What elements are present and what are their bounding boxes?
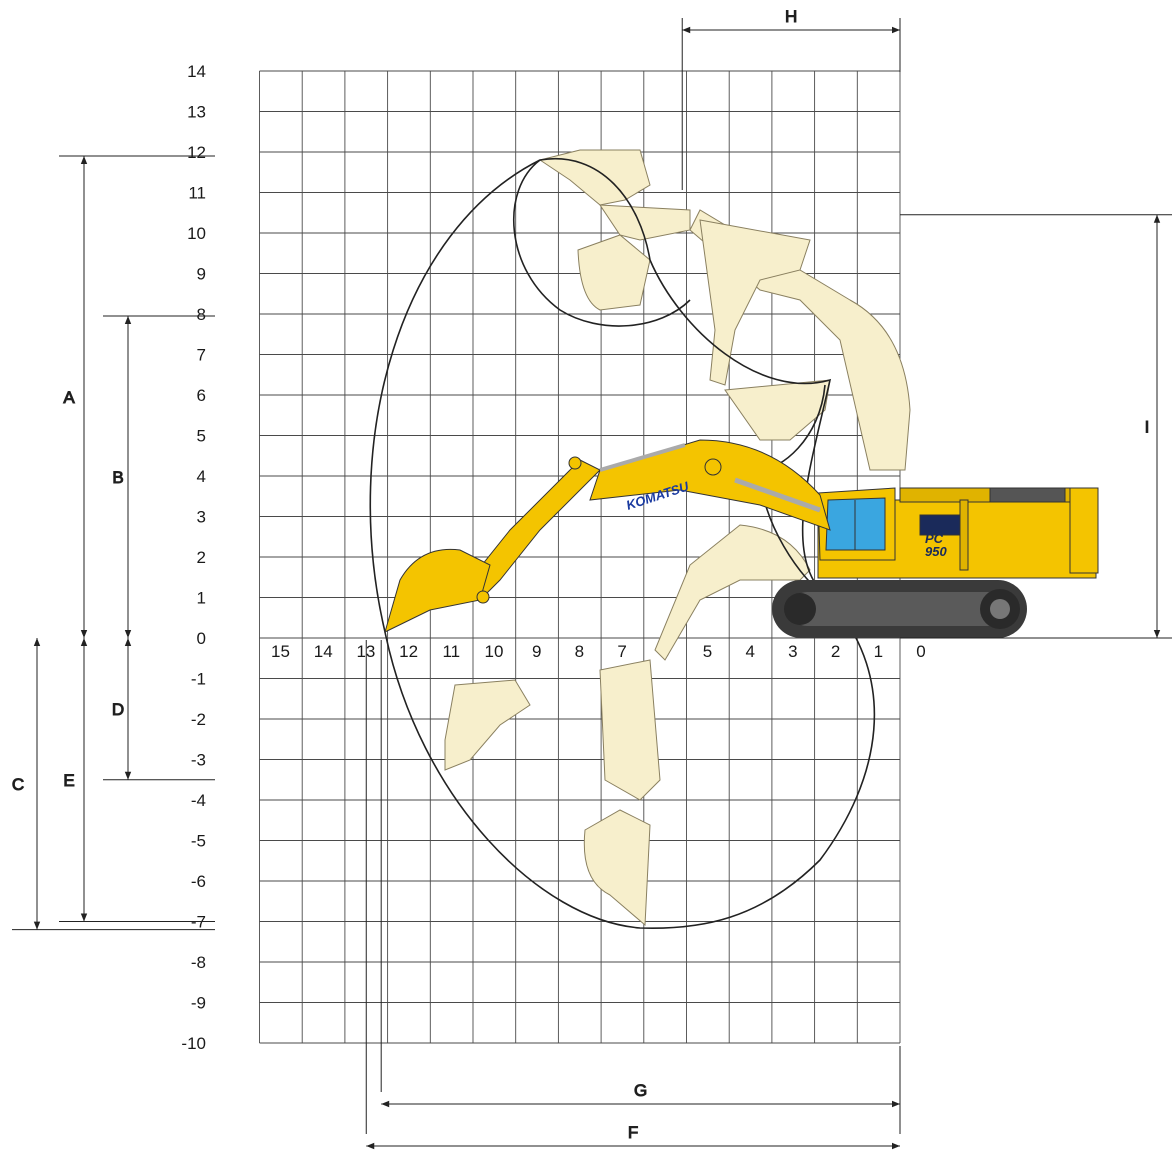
y-tick-label: 9 bbox=[197, 265, 206, 284]
x-tick-label: 2 bbox=[831, 642, 840, 661]
dimension-label-A: A bbox=[63, 388, 75, 407]
dimension-label-F: F bbox=[628, 1123, 638, 1142]
operator-cab bbox=[817, 487, 896, 561]
y-tick-label: -10 bbox=[181, 1034, 206, 1053]
ghost-bucket-mid bbox=[724, 379, 831, 441]
y-tick-label: 2 bbox=[197, 548, 206, 567]
y-tick-label: 7 bbox=[197, 346, 206, 365]
x-axis-labels: 1514131211109876543210 bbox=[271, 642, 926, 661]
y-tick-label: 5 bbox=[197, 427, 206, 446]
dimension-label-D: D bbox=[112, 700, 124, 719]
x-tick-label: 8 bbox=[575, 642, 584, 661]
y-tick-label: 0 bbox=[197, 629, 206, 648]
dimension-label-I: I bbox=[1145, 417, 1150, 436]
y-tick-label: -5 bbox=[191, 832, 206, 851]
y-tick-label: 8 bbox=[197, 305, 206, 324]
y-tick-label: 14 bbox=[187, 62, 206, 81]
dimension-label-E: E bbox=[63, 771, 74, 790]
y-tick-label: -6 bbox=[191, 872, 206, 891]
grid bbox=[259, 70, 901, 1044]
crawler-track bbox=[772, 580, 1027, 638]
y-tick-label: 3 bbox=[197, 508, 206, 527]
y-tick-label: 1 bbox=[197, 589, 206, 608]
y-tick-label: 11 bbox=[188, 184, 206, 203]
ghost-arm-raised bbox=[699, 219, 811, 386]
main-arm bbox=[469, 459, 601, 601]
ghost-positions bbox=[444, 149, 911, 927]
dimension-label-B: B bbox=[112, 468, 123, 487]
y-tick-label: -2 bbox=[191, 710, 206, 729]
y-tick-label: 4 bbox=[197, 467, 206, 486]
y-tick-label: 12 bbox=[187, 143, 206, 162]
y-tick-label: 6 bbox=[197, 386, 206, 405]
y-tick-label: -9 bbox=[191, 994, 206, 1013]
ghost-bucket-low bbox=[583, 809, 651, 927]
x-tick-label: 4 bbox=[745, 642, 754, 661]
x-tick-label: 5 bbox=[703, 642, 712, 661]
envelope-top-loop bbox=[513, 159, 691, 327]
x-tick-label: 12 bbox=[399, 642, 418, 661]
excavator: KOMATSU PC 950 bbox=[384, 439, 1099, 638]
ghost-bucket-top-arm bbox=[599, 204, 691, 241]
x-tick-label: 0 bbox=[916, 642, 925, 661]
x-tick-label: 14 bbox=[314, 642, 333, 661]
y-tick-label: 13 bbox=[187, 103, 206, 122]
dimension-label-C: C bbox=[12, 775, 24, 794]
x-tick-label: 9 bbox=[532, 642, 541, 661]
y-tick-label: -1 bbox=[191, 670, 206, 689]
y-tick-label: -4 bbox=[191, 791, 206, 810]
ghost-bucket-reach bbox=[444, 679, 531, 771]
x-tick-label: 3 bbox=[788, 642, 797, 661]
x-tick-label: 11 bbox=[442, 642, 460, 661]
ghost-boom-low bbox=[654, 524, 811, 661]
x-tick-label: 15 bbox=[271, 642, 290, 661]
y-tick-label: 10 bbox=[187, 224, 206, 243]
y-axis-labels: 14131211109876543210-1-2-3-4-5-6-7-8-9-1… bbox=[181, 62, 206, 1053]
main-bucket bbox=[384, 548, 491, 633]
model-label-line1: PC bbox=[925, 531, 944, 546]
dimension-lines: A B C D E F G H I bbox=[11, 7, 1172, 1150]
y-tick-label: -8 bbox=[191, 953, 206, 972]
x-tick-label: 1 bbox=[874, 642, 883, 661]
x-tick-label: 10 bbox=[485, 642, 504, 661]
ghost-arm-low bbox=[599, 659, 661, 801]
ghost-bucket-top bbox=[538, 149, 651, 206]
dimension-label-G: G bbox=[634, 1081, 647, 1100]
ghost-bucket-curled bbox=[577, 234, 651, 311]
dimension-label-H: H bbox=[785, 7, 797, 26]
y-tick-label: -3 bbox=[191, 751, 206, 770]
x-tick-label: 7 bbox=[617, 642, 626, 661]
model-label-line2: 950 bbox=[925, 544, 947, 559]
main-boom bbox=[589, 439, 831, 531]
